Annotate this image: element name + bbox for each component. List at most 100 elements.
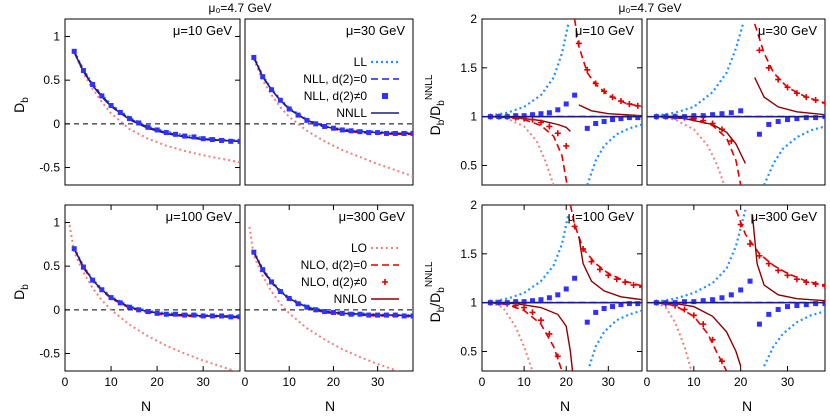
data-point bbox=[700, 117, 707, 124]
data-point bbox=[747, 241, 754, 248]
data-point bbox=[546, 295, 552, 301]
data-point bbox=[237, 314, 240, 320]
legend-label: NLL, d(2)=0 bbox=[303, 72, 367, 86]
data-point bbox=[322, 309, 328, 315]
data-point bbox=[295, 112, 301, 118]
plot-frame bbox=[64, 204, 241, 372]
series-ll bbox=[656, 209, 747, 303]
data-point bbox=[555, 292, 561, 298]
data-point bbox=[593, 120, 599, 126]
data-point bbox=[563, 286, 569, 292]
data-point bbox=[339, 127, 345, 133]
data-point bbox=[80, 264, 86, 270]
x-tick-label: 0 bbox=[644, 375, 651, 389]
data-point bbox=[584, 319, 590, 325]
left-top-y-label: Db bbox=[11, 97, 31, 113]
panel-title: μ=30 GeV bbox=[346, 23, 405, 38]
chart-legends: LL NLL, d(2)=0 NLL, d(2)≠0 NNLL LO NLO, d(2)=… bbox=[301, 55, 399, 306]
y-tick-label: 0 bbox=[53, 303, 60, 317]
data-point bbox=[269, 87, 275, 93]
legend-label: NLO, d(2)≠0 bbox=[301, 275, 367, 289]
data-point bbox=[784, 272, 791, 279]
series-nll-dne0 bbox=[584, 301, 641, 325]
series-line bbox=[73, 51, 240, 164]
data-point bbox=[154, 127, 160, 133]
series-line bbox=[490, 214, 570, 303]
data-point bbox=[366, 312, 372, 318]
data-point bbox=[286, 106, 292, 112]
data-point bbox=[529, 116, 536, 123]
data-point bbox=[613, 276, 620, 283]
data-point bbox=[610, 117, 616, 123]
series-nll-dne0 bbox=[756, 301, 825, 327]
svg-text:Db/DbNNLL: Db/DbNNLL bbox=[424, 261, 447, 322]
y-tick-label: 1 bbox=[470, 110, 477, 124]
data-point bbox=[145, 124, 151, 130]
plot-frame bbox=[64, 18, 241, 186]
right-top-y-label: Db/DbNNLL bbox=[424, 74, 447, 135]
y-tick-label: 0.5 bbox=[43, 259, 60, 273]
series-nnlo bbox=[73, 248, 240, 318]
data-point bbox=[588, 258, 595, 265]
data-point bbox=[191, 312, 197, 318]
data-point bbox=[584, 66, 591, 73]
data-point bbox=[803, 94, 810, 101]
data-point bbox=[794, 116, 800, 122]
plot-frame bbox=[481, 204, 643, 372]
series-nll-dne0 bbox=[71, 48, 240, 144]
data-point bbox=[719, 111, 725, 117]
data-point bbox=[822, 99, 825, 106]
series-ll bbox=[763, 310, 825, 367]
data-point bbox=[71, 48, 77, 54]
data-point bbox=[635, 115, 641, 121]
series-nnlo bbox=[578, 104, 642, 117]
x-axis-label-4: N bbox=[742, 398, 752, 414]
data-point bbox=[775, 267, 782, 274]
data-point bbox=[392, 130, 398, 136]
data-point bbox=[737, 221, 744, 228]
panel-title: μ=300 GeV bbox=[339, 209, 406, 224]
series-nlo-d0 bbox=[753, 23, 825, 104]
data-point bbox=[313, 307, 319, 313]
series-ll bbox=[73, 50, 240, 142]
series-nnlo bbox=[751, 214, 825, 302]
series-nlo-d0 bbox=[490, 301, 563, 371]
legend-label: NNLO bbox=[334, 292, 367, 306]
series-lo bbox=[73, 51, 240, 164]
series-nll-dne0 bbox=[251, 54, 413, 136]
series-line bbox=[586, 123, 642, 185]
x-tick-label: 0 bbox=[479, 375, 486, 389]
series-lo bbox=[68, 224, 239, 371]
data-point bbox=[822, 301, 825, 307]
data-point bbox=[610, 304, 616, 310]
series-line bbox=[656, 301, 728, 371]
data-point bbox=[572, 275, 578, 281]
series-nlo-d0 bbox=[656, 115, 742, 185]
svg-text:Db: Db bbox=[11, 97, 31, 113]
data-point bbox=[209, 313, 215, 319]
left-figure-header: μ₀=4.7 GeV bbox=[209, 1, 272, 15]
data-point bbox=[375, 130, 381, 136]
series-line bbox=[578, 104, 642, 117]
series-lo bbox=[655, 301, 693, 371]
data-point bbox=[228, 314, 234, 320]
data-point bbox=[756, 252, 763, 259]
panel-bottom-r2: 0 10 20 30 μ=300 GeV bbox=[644, 204, 826, 389]
data-point bbox=[710, 112, 716, 118]
data-point bbox=[260, 267, 266, 273]
data-point bbox=[609, 94, 616, 101]
data-point bbox=[554, 353, 561, 360]
series-nnll bbox=[73, 248, 240, 318]
series-lo bbox=[656, 115, 726, 185]
panel-title: μ=100 GeV bbox=[568, 209, 635, 224]
series-line bbox=[73, 248, 240, 319]
x-tick-label: 10 bbox=[104, 375, 118, 389]
data-point bbox=[626, 100, 633, 107]
data-point bbox=[728, 138, 735, 145]
data-point bbox=[765, 64, 772, 71]
data-point bbox=[700, 113, 706, 119]
data-point bbox=[784, 84, 791, 91]
x-tick-label: 30 bbox=[781, 375, 795, 389]
